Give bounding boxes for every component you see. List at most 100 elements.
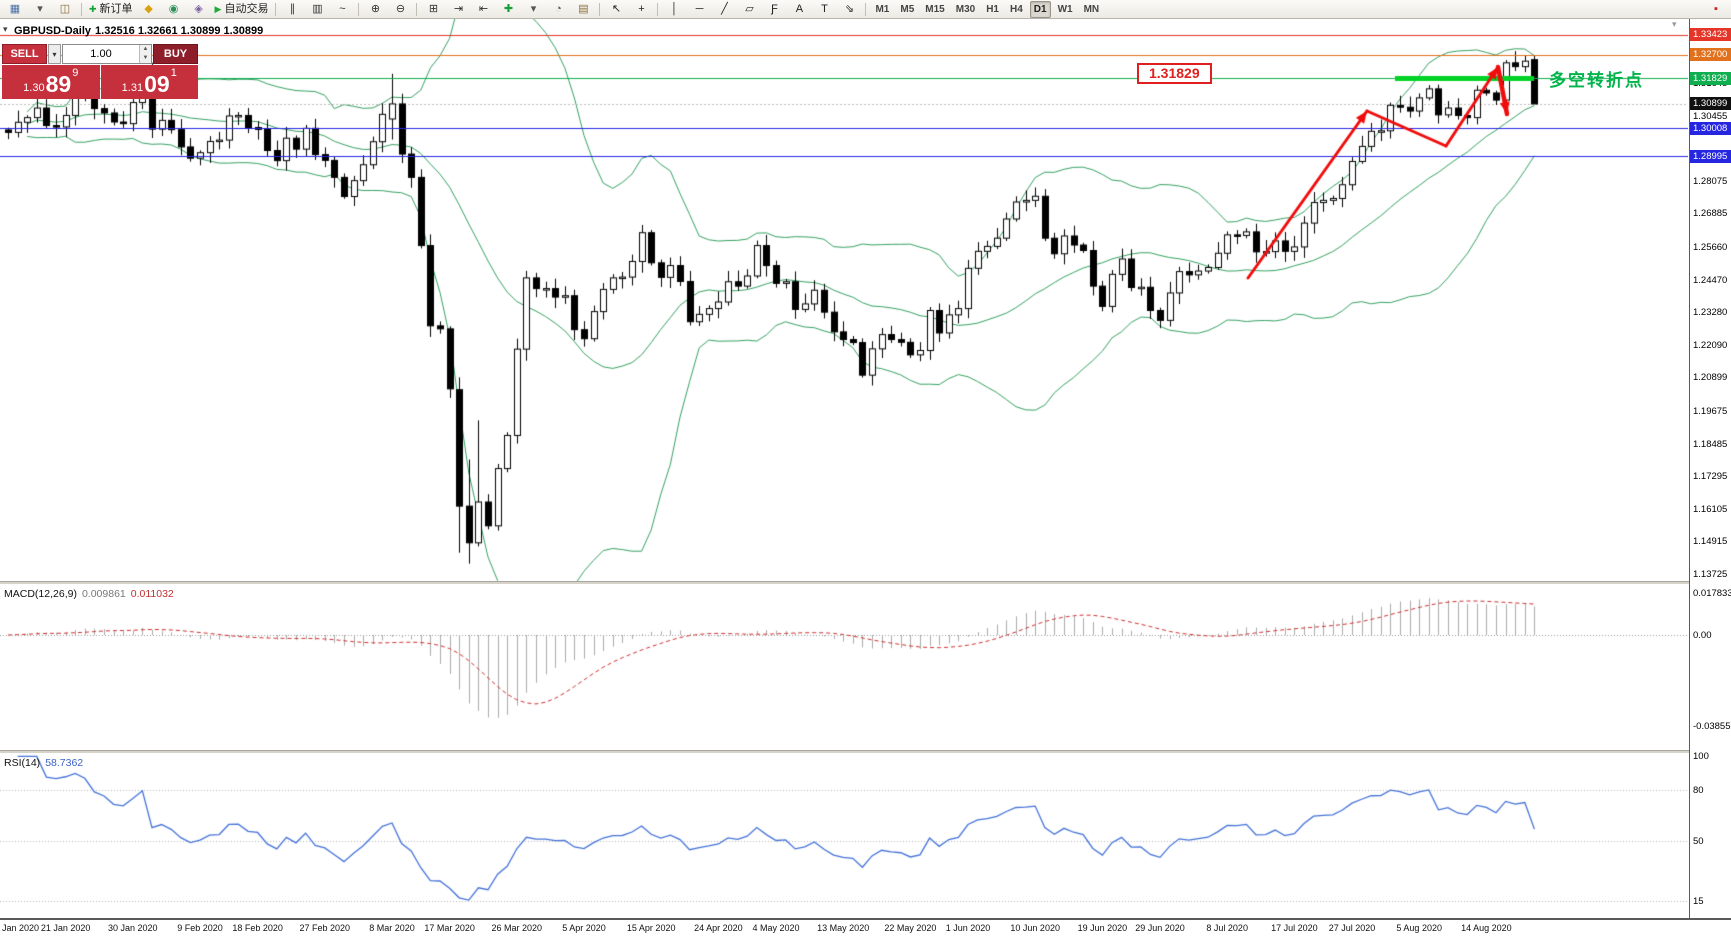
volume-decrement-icon[interactable]: ▼: [140, 54, 151, 63]
macd-name: MACD(12,26,9): [4, 588, 77, 600]
price-tick-label: 1.24470: [1693, 274, 1728, 286]
chart-ohlc-values: 1.32516 1.32661 1.30899 1.30899: [95, 25, 264, 37]
one-click-collapse-icon[interactable]: ▾: [3, 24, 8, 34]
rsi-label: RSI(14) 58.7362: [4, 757, 83, 769]
rsi-panel-canvas[interactable]: [0, 753, 1688, 918]
price-tick-label: 1.16105: [1693, 503, 1728, 515]
marketwatch-icon[interactable]: ◆: [144, 3, 153, 15]
tile-windows-icon[interactable]: ⊞: [428, 3, 439, 15]
buy-button[interactable]: BUY: [153, 44, 198, 64]
x-axis-border: [0, 918, 1731, 920]
price-tick-label: 1.22090: [1693, 339, 1728, 351]
timeframe-w1[interactable]: W1: [1057, 3, 1073, 15]
date-label: 24 Apr 2020: [694, 923, 743, 933]
timeframe-h4[interactable]: H4: [1009, 3, 1023, 15]
new-order-button[interactable]: ✚ 新订单: [89, 3, 133, 15]
line-chart-icon[interactable]: ~: [339, 3, 346, 15]
date-label: 18 Feb 2020: [232, 923, 283, 933]
new-chart-icon[interactable]: ▦: [9, 3, 21, 15]
price-axis[interactable]: 1.316451.304551.280751.268851.256601.244…: [1689, 19, 1731, 918]
price-tick-label: 1.30455: [1693, 110, 1728, 122]
templates-icon[interactable]: ▤: [578, 3, 589, 15]
price-level-annotation[interactable]: 1.31829: [1137, 63, 1212, 84]
rsi-axis-label: 50: [1693, 835, 1704, 847]
indicators-icon[interactable]: ✚: [503, 3, 514, 15]
timeframe-m5[interactable]: M5: [900, 3, 915, 15]
chart-title: GBPUSD-Daily 1.32516 1.32661 1.30899 1.30…: [14, 25, 267, 37]
text-icon[interactable]: A: [795, 3, 804, 15]
volume-field: ▲ ▼: [62, 44, 152, 64]
macd-label: MACD(12,26,9) 0.009861 0.011032: [4, 588, 174, 600]
chart-list-dropdown-icon[interactable]: ▾: [37, 3, 43, 15]
vertical-line-icon[interactable]: │: [671, 3, 678, 15]
panel-splitter-rsi[interactable]: [0, 750, 1731, 754]
bar-chart-icon[interactable]: ∥: [289, 3, 296, 15]
price-tick-label: 1.20899: [1693, 372, 1728, 384]
macd-main-value: 0.009861: [81, 588, 126, 600]
price-tag: 1.31829: [1690, 71, 1731, 85]
macd-signal-value: 0.011032: [130, 588, 174, 600]
cursor-icon[interactable]: ↖: [611, 3, 622, 15]
date-label: 13 May 2020: [817, 923, 870, 933]
label-icon[interactable]: T: [821, 3, 828, 15]
macd-panel-canvas[interactable]: [0, 584, 1688, 750]
date-label: 5 Aug 2020: [1396, 923, 1442, 933]
zoom-in-icon[interactable]: ⊕: [370, 3, 381, 15]
price-tag: 1.30008: [1690, 121, 1731, 135]
pivot-point-annotation[interactable]: 多空转折点: [1549, 71, 1644, 90]
date-label: 1 Jun 2020: [945, 923, 991, 933]
candlestick-chart-icon[interactable]: ▥: [312, 3, 323, 15]
trendline-icon[interactable]: ╱: [721, 3, 728, 15]
ask-price-button[interactable]: 1.31 09 1: [100, 65, 198, 99]
chart-shift-icon[interactable]: ⇤: [478, 3, 489, 15]
volume-dropdown-icon[interactable]: ▾: [48, 44, 61, 64]
date-label: 15 Apr 2020: [626, 923, 676, 933]
ask-price-point: 1: [170, 67, 177, 79]
date-label: 17 Mar 2020: [424, 923, 475, 933]
price-tick-label: 1.13725: [1693, 568, 1728, 580]
price-tick-label: 1.26885: [1693, 208, 1728, 220]
sell-button[interactable]: SELL: [2, 44, 47, 64]
data-window-icon[interactable]: ◉: [168, 3, 179, 15]
periods-icon[interactable]: ◔: [555, 3, 562, 15]
chart-close-icon[interactable]: ▪: [1714, 3, 1718, 15]
chart-symbol-period: GBPUSD-Daily: [14, 25, 92, 37]
timeframe-h1[interactable]: H1: [986, 3, 999, 15]
rsi-axis-label: 100: [1693, 750, 1709, 762]
auto-scroll-icon[interactable]: ⇥: [453, 3, 464, 15]
volume-stepper: ▲ ▼: [139, 45, 151, 63]
price-tag: 1.32700: [1690, 48, 1731, 62]
timeframe-m15[interactable]: M15: [925, 3, 945, 15]
arrows-icon[interactable]: ⇘: [844, 3, 855, 15]
rsi-axis-label: 80: [1693, 784, 1704, 796]
navigator-icon[interactable]: ◈: [194, 3, 203, 15]
date-label: 9 Feb 2020: [177, 923, 223, 933]
volume-increment-icon[interactable]: ▲: [140, 45, 151, 54]
date-axis[interactable]: Jan 2020 21 Jan 2020 30 Jan 2020 9 Feb 2020…: [0, 920, 1689, 939]
price-tick-label: 1.25660: [1693, 241, 1728, 253]
timeframe-d1[interactable]: D1: [1029, 0, 1051, 18]
profiles-icon[interactable]: ◫: [59, 3, 71, 15]
main-chart-canvas[interactable]: [0, 19, 1688, 581]
timeframe-m30[interactable]: M30: [955, 3, 976, 15]
crosshair-icon[interactable]: +: [638, 3, 645, 15]
autotrading-button[interactable]: ▶ 自动交易: [214, 3, 269, 15]
toolbar: ▦ ▾ ◫ ✚ 新订单 ◆ ◉ ◈ ▶ 自动交易 ∥ ▥ ~ ⊕ ⊖ ⊞ ⇥ ⇤ ✚ ▾ ◔ ▤ ↖ + │ ─ ╱ ▱ Ƒ A T ⇘ M1 M…: [0, 0, 1731, 19]
price-tag: 1.30899: [1690, 97, 1731, 111]
price-tick-label: 1.23280: [1693, 307, 1728, 319]
channel-icon[interactable]: ▱: [745, 3, 754, 15]
horizontal-line-icon[interactable]: ─: [695, 3, 704, 15]
fibonacci-icon[interactable]: Ƒ: [771, 3, 778, 15]
timeframe-m1[interactable]: M1: [875, 3, 890, 15]
bid-price-button[interactable]: 1.30 89 9: [2, 65, 100, 99]
zoom-out-icon[interactable]: ⊖: [395, 3, 406, 15]
timeframe-mn[interactable]: MN: [1083, 3, 1100, 15]
rsi-name: RSI(14): [4, 757, 41, 769]
indicators-dropdown-icon[interactable]: ▾: [530, 3, 537, 15]
volume-input[interactable]: [63, 45, 139, 63]
panel-splitter-macd[interactable]: [0, 581, 1731, 585]
macd-axis-label: 0.00: [1693, 629, 1712, 641]
toolbar-separator: [657, 2, 659, 16]
